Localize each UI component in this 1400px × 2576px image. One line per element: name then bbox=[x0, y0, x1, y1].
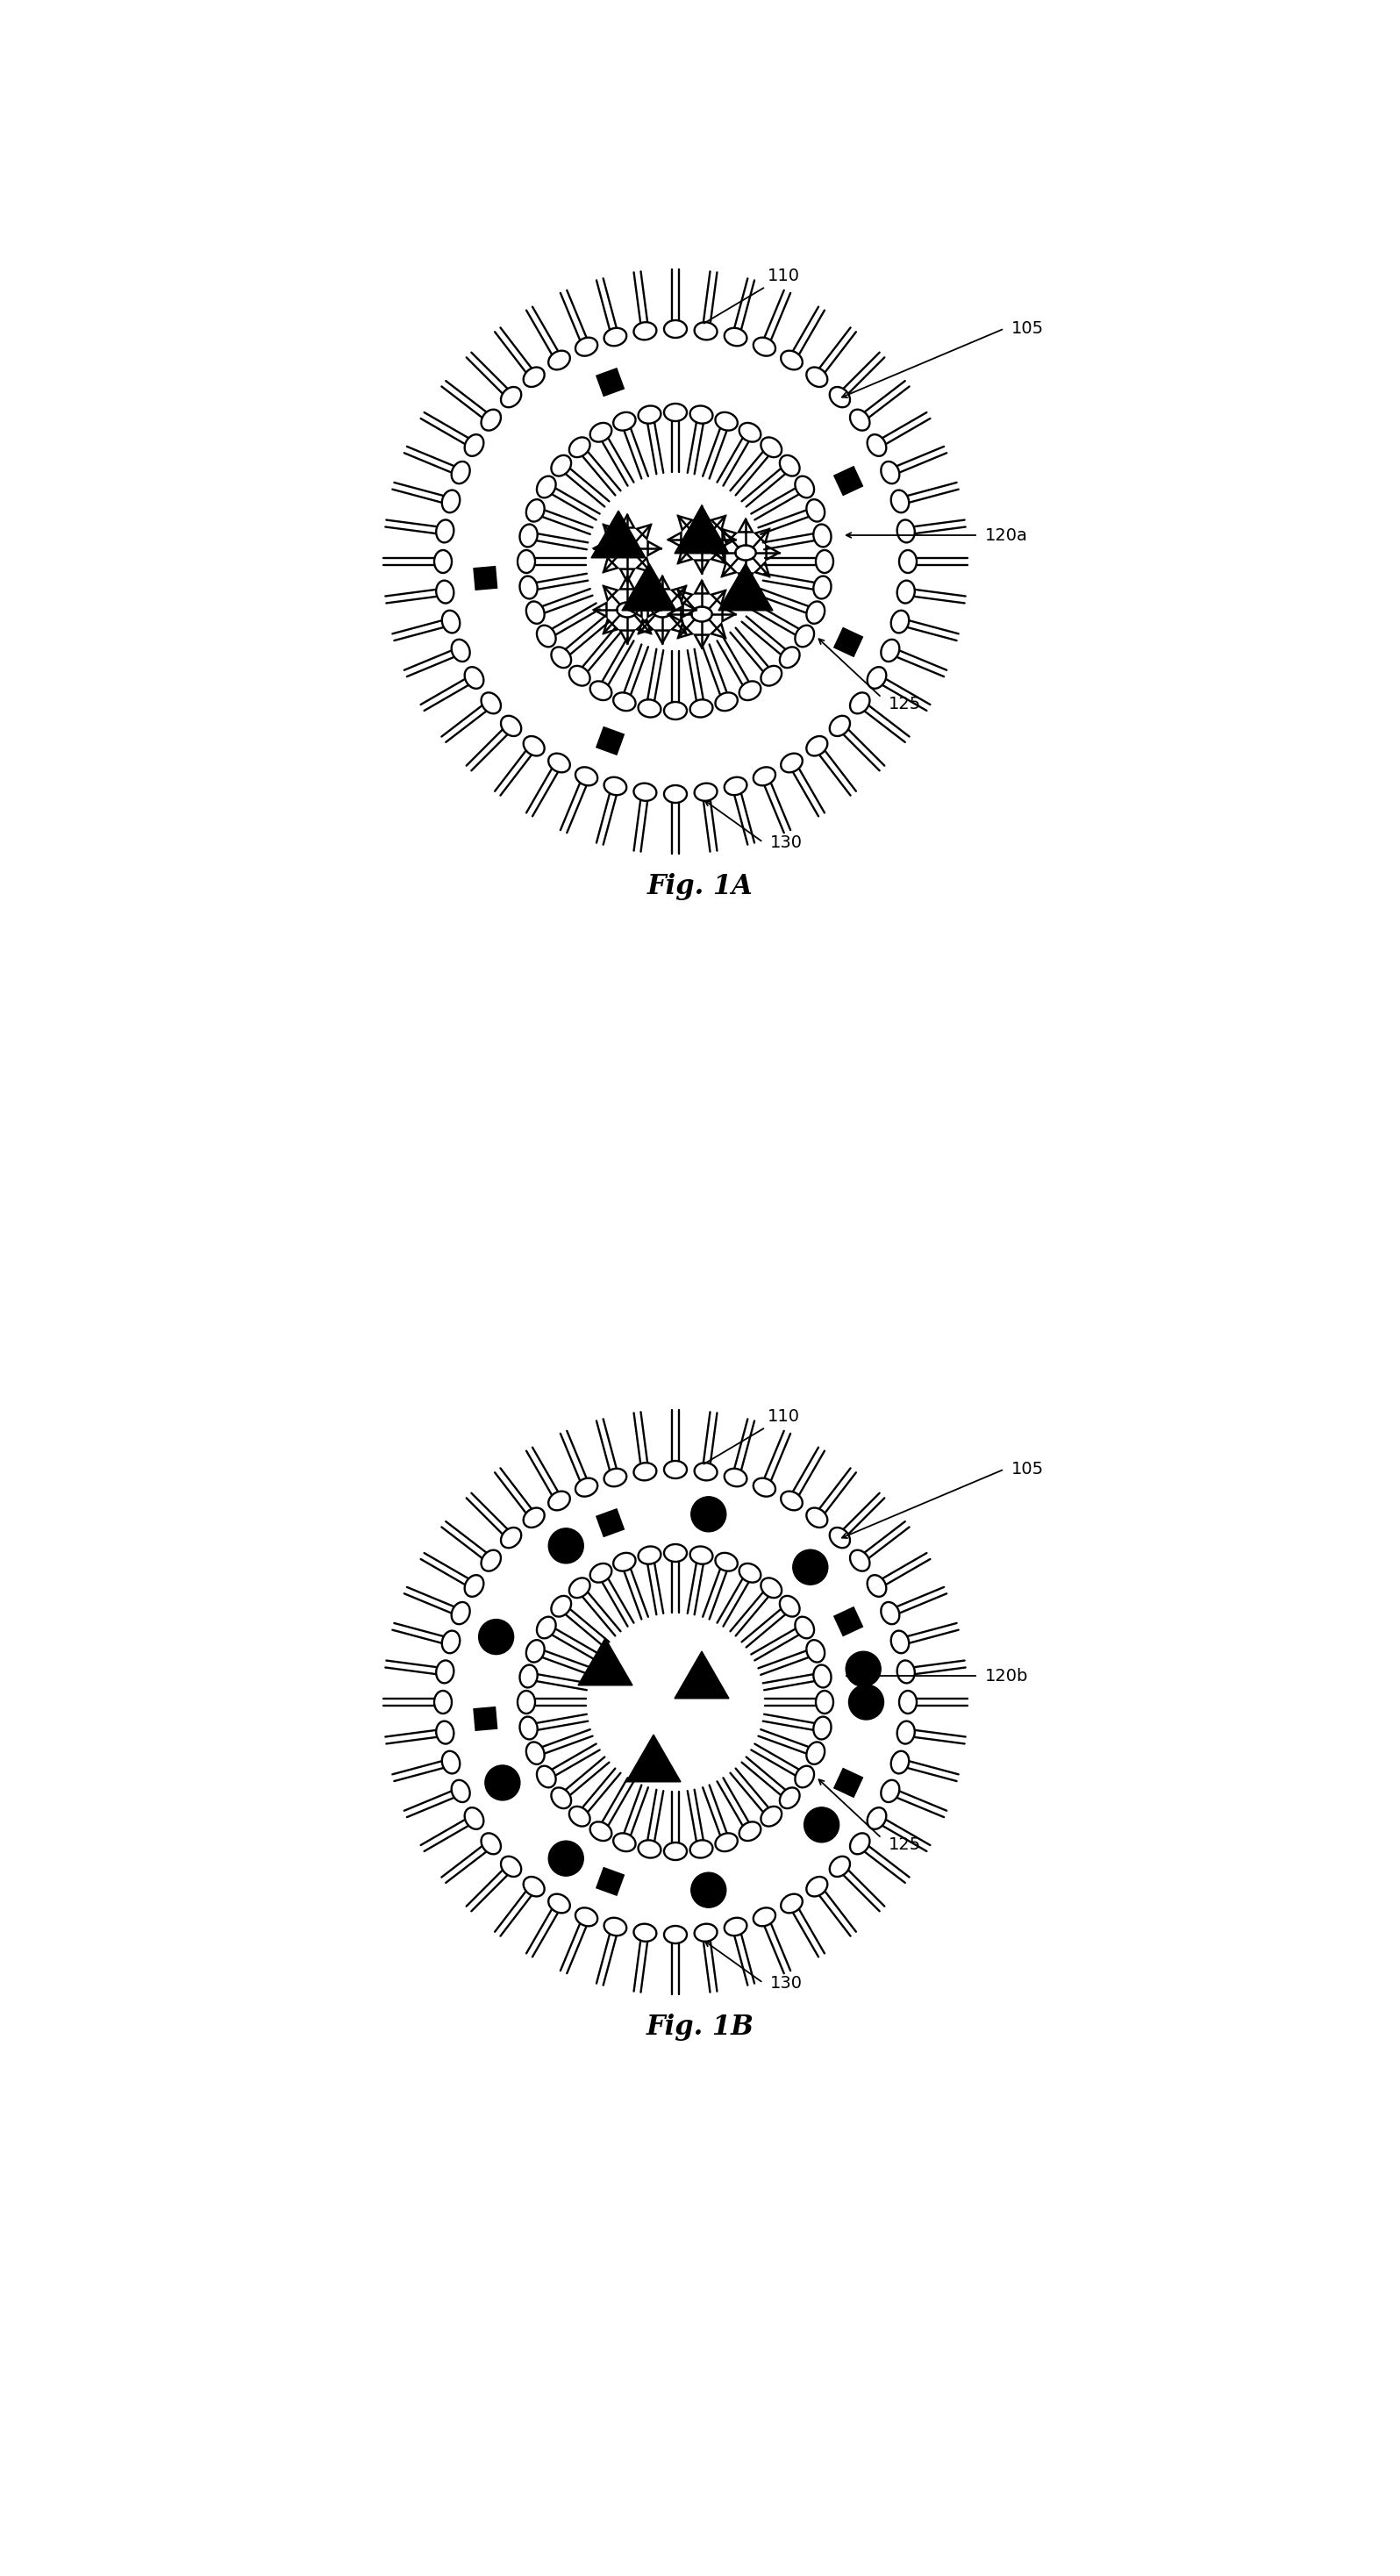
Bar bbox=[833, 626, 864, 657]
Text: 130: 130 bbox=[770, 1976, 802, 1991]
Text: 120a: 120a bbox=[986, 528, 1028, 544]
Circle shape bbox=[804, 1808, 839, 1842]
Circle shape bbox=[692, 1497, 727, 1533]
Bar bbox=[473, 1705, 498, 1731]
Circle shape bbox=[848, 1685, 883, 1721]
Text: 105: 105 bbox=[1011, 319, 1044, 337]
Polygon shape bbox=[675, 507, 729, 554]
Circle shape bbox=[792, 1551, 827, 1584]
Circle shape bbox=[846, 1651, 881, 1687]
Bar bbox=[595, 1507, 624, 1538]
Bar bbox=[833, 466, 864, 497]
Bar bbox=[473, 567, 498, 590]
Circle shape bbox=[549, 1528, 584, 1564]
Bar bbox=[595, 368, 624, 397]
Polygon shape bbox=[622, 564, 676, 611]
Text: Fig. 1A: Fig. 1A bbox=[647, 873, 753, 899]
Bar bbox=[595, 726, 624, 755]
Text: 125: 125 bbox=[889, 1837, 921, 1855]
Polygon shape bbox=[591, 510, 645, 559]
Text: 120b: 120b bbox=[986, 1667, 1029, 1685]
Circle shape bbox=[549, 1842, 584, 1875]
Text: 110: 110 bbox=[704, 1409, 799, 1463]
Circle shape bbox=[692, 1873, 727, 1909]
Bar bbox=[833, 1767, 864, 1798]
Polygon shape bbox=[626, 1734, 680, 1783]
Text: 110: 110 bbox=[704, 268, 799, 325]
Text: 105: 105 bbox=[1011, 1461, 1044, 1479]
Circle shape bbox=[484, 1765, 519, 1801]
Text: 130: 130 bbox=[770, 835, 802, 850]
Text: 125: 125 bbox=[889, 696, 921, 714]
Text: Fig. 1B: Fig. 1B bbox=[647, 2014, 753, 2040]
Polygon shape bbox=[675, 1651, 729, 1698]
Circle shape bbox=[479, 1620, 514, 1654]
Polygon shape bbox=[578, 1638, 633, 1685]
Bar bbox=[833, 1607, 864, 1636]
Polygon shape bbox=[718, 564, 773, 611]
Bar bbox=[595, 1868, 624, 1896]
